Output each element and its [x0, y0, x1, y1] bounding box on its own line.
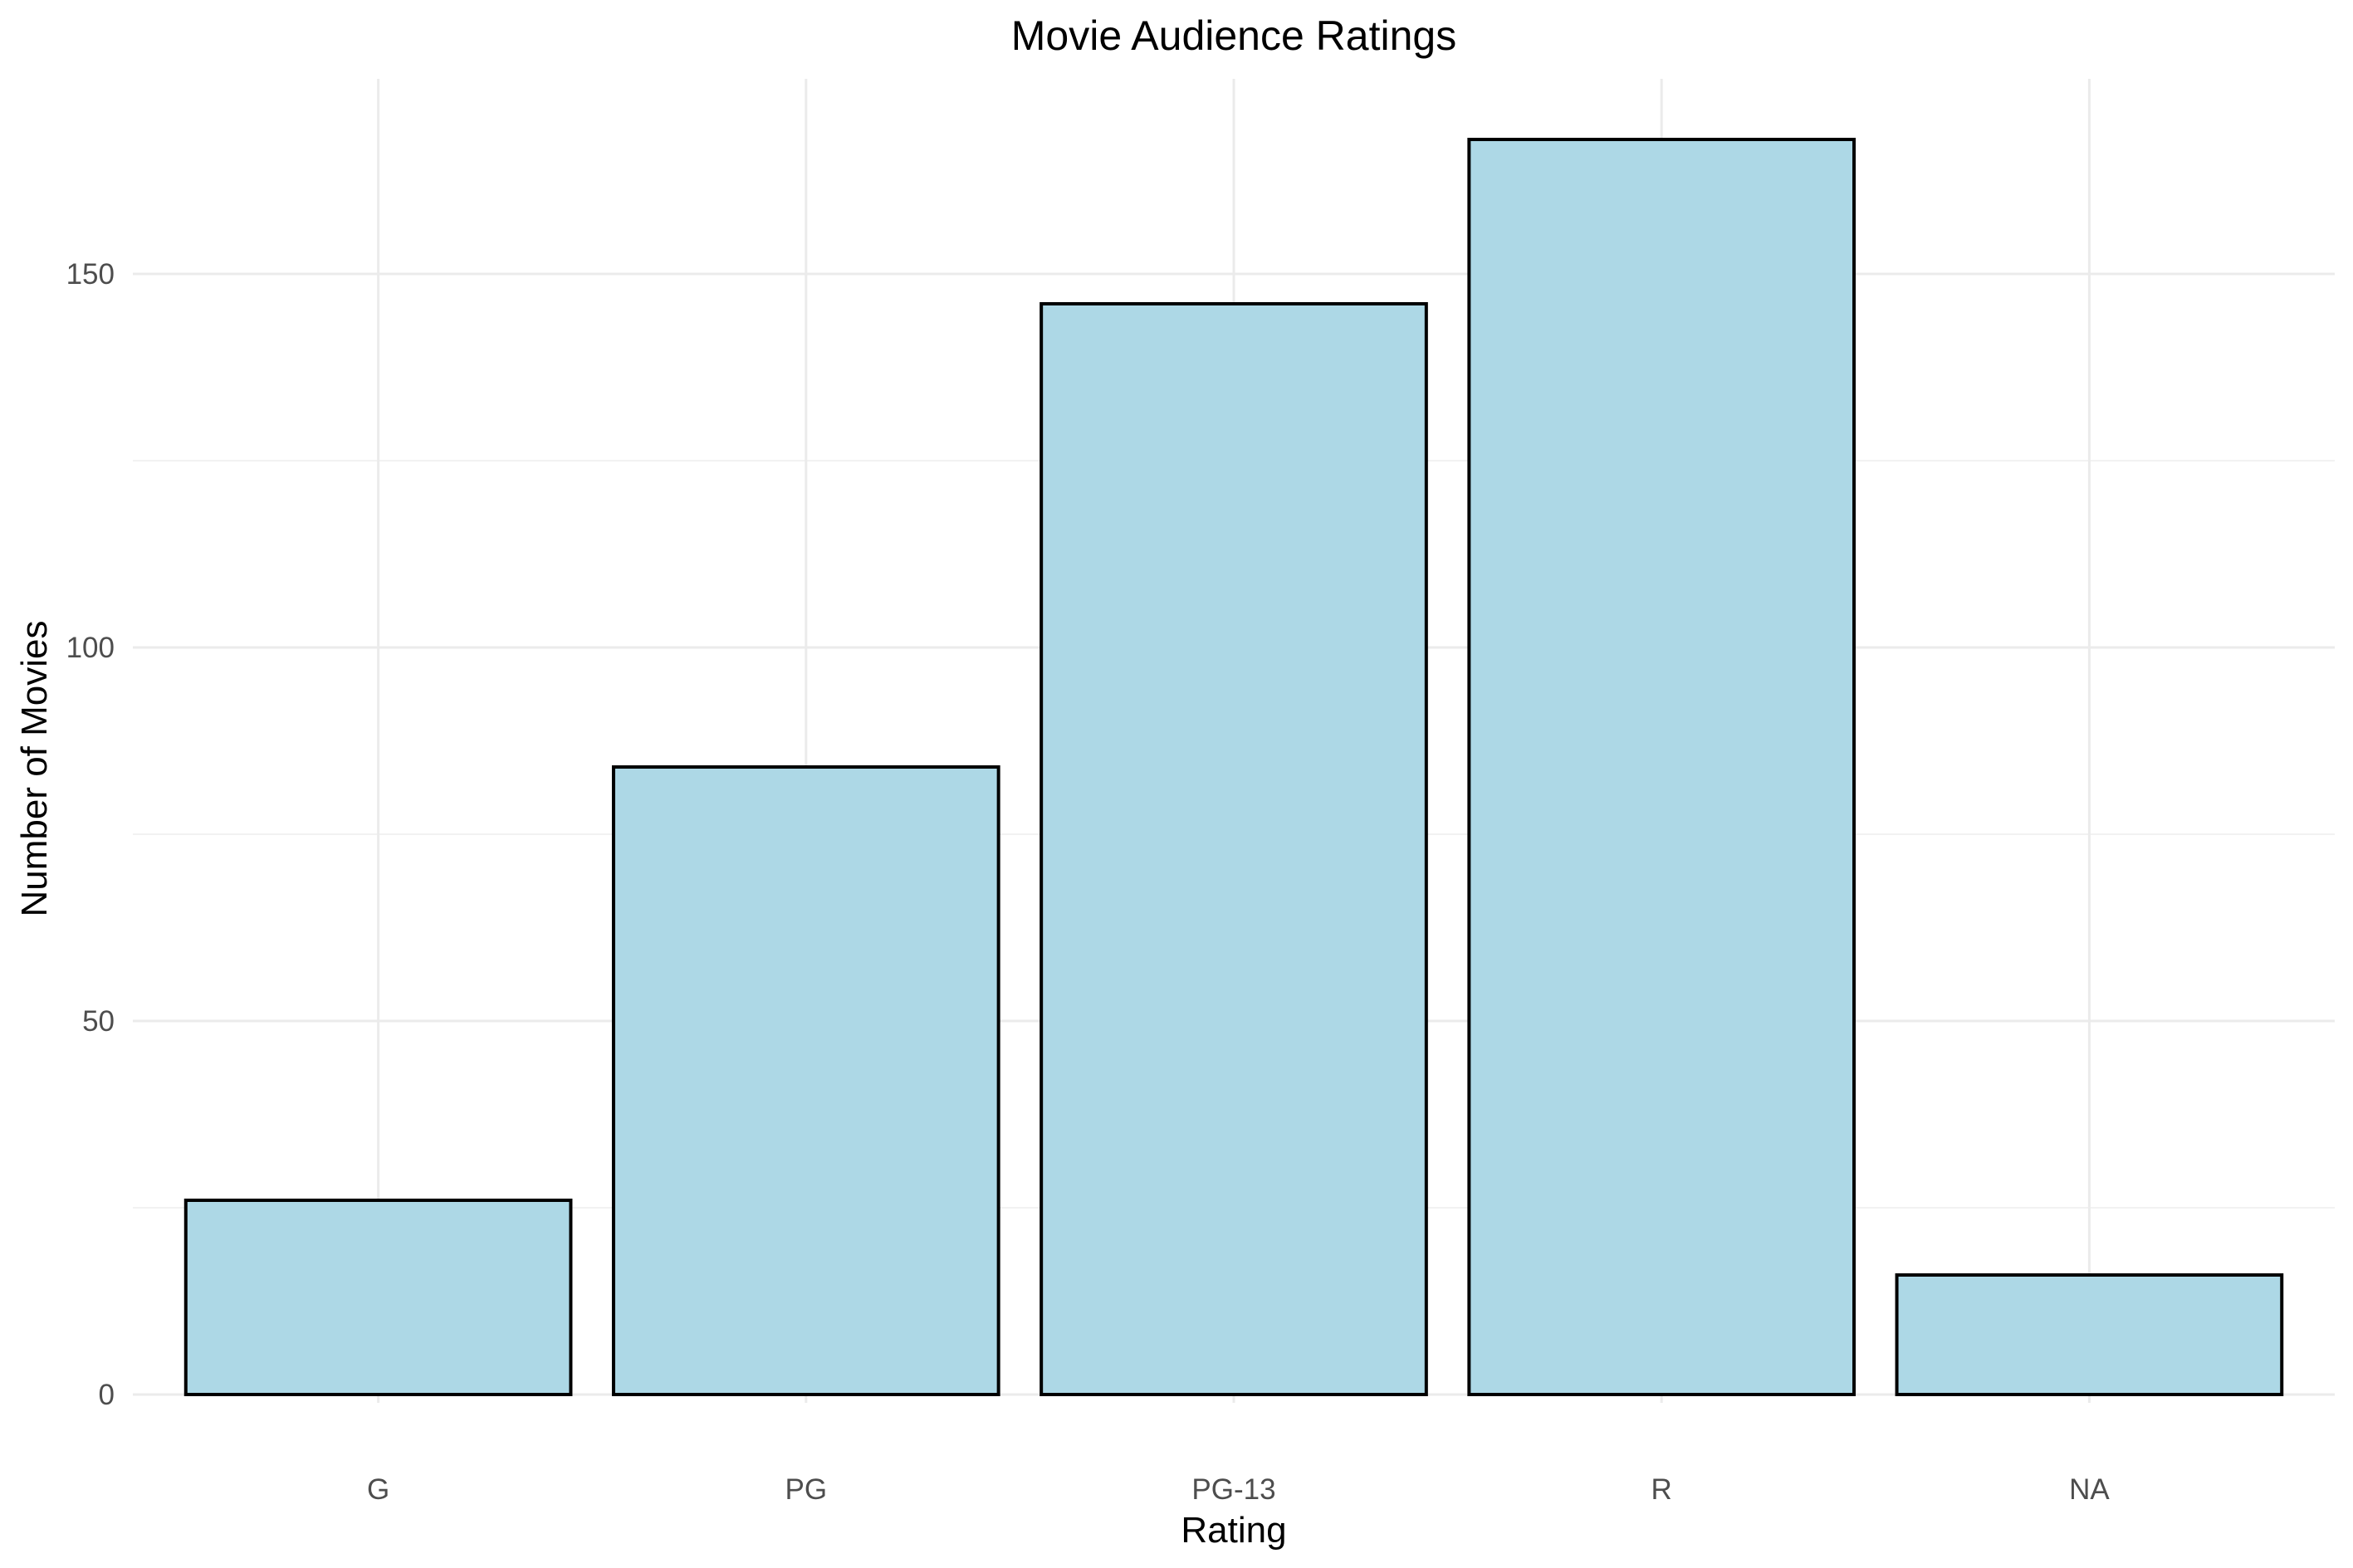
bar-pg	[611, 765, 1000, 1396]
chart-title: Movie Audience Ratings	[1011, 12, 1456, 59]
bars	[183, 138, 2284, 1396]
x-tick-label: G	[367, 1473, 389, 1506]
x-tick-labels: G PG PG-13 R NA	[367, 1473, 2110, 1506]
y-tick-label: 50	[82, 1005, 115, 1038]
bar-r	[1467, 138, 1856, 1396]
bar-pg-13	[1040, 302, 1428, 1396]
bar-na	[1895, 1273, 2284, 1396]
y-tick-label: 100	[66, 632, 115, 664]
x-tick-label: PG	[785, 1473, 828, 1506]
y-tick-labels: 0 50 100 150	[66, 258, 115, 1411]
x-tick-label: NA	[2069, 1473, 2110, 1506]
y-tick-label: 0	[99, 1379, 115, 1411]
x-tick-label: R	[1651, 1473, 1672, 1506]
x-axis-title: Rating	[1181, 1510, 1286, 1551]
bar-g	[183, 1199, 573, 1396]
y-tick-label: 150	[66, 258, 115, 291]
y-axis-title: Number of Movies	[14, 620, 55, 916]
x-tick-label: PG-13	[1191, 1473, 1275, 1506]
